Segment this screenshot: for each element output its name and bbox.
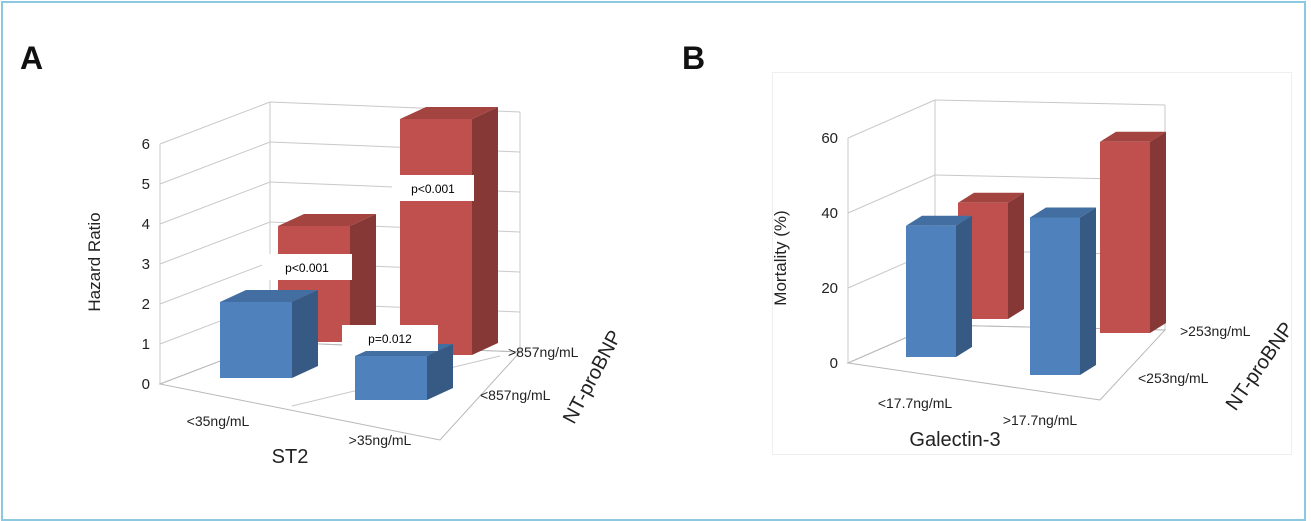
chart-b-bar-253ng-ml-17-7ng-ml-front — [1100, 141, 1150, 333]
chart-b-bar-253ng-ml-17-7ng-ml-side — [1150, 131, 1166, 333]
chart-b-y-axis-title: Mortality (%) — [771, 210, 790, 305]
chart-a-annotation-box — [392, 175, 474, 201]
chart-a-annotation-box — [342, 325, 438, 351]
chart-b-x-axis-title: Galectin-3 — [909, 429, 1000, 451]
chart-a-ytick-label: 3 — [142, 256, 150, 273]
chart-a-ytick-label: 5 — [142, 176, 150, 193]
chart-a-series-label: <857ng/mL — [480, 387, 551, 403]
chart-b-bar-253ng-ml-17-7ng-ml-side — [1008, 192, 1024, 319]
panel-a-label: A — [20, 40, 44, 76]
chart-a-bar-857ng-ml-35ng-ml-front — [400, 119, 472, 355]
chart-a-annotation: p<0.001 — [285, 261, 329, 275]
panel-b-label: B — [682, 40, 706, 76]
chart-a-gridline-side — [159, 221, 271, 265]
chart-b-ytick-label: 60 — [821, 130, 838, 147]
chart-a-bar-857ng-ml-35ng-ml-top — [400, 107, 498, 119]
chart-b-ytick-label: 40 — [821, 205, 838, 222]
chart-b-bar-253ng-ml-17-7ng-ml-front — [906, 225, 956, 357]
chart-a-category-label: >35ng/mL — [349, 432, 412, 448]
chart-b-series-label: >253ng/mL — [1180, 323, 1251, 339]
chart-a-bar-857ng-ml-35ng-ml-side — [350, 214, 376, 342]
chart-b-bar-253ng-ml-17-7ng-ml — [906, 215, 972, 357]
chart-b-floor — [846, 324, 1167, 401]
chart-b-category-label: >17.7ng/mL — [1003, 412, 1078, 428]
chart-a-bar-857ng-ml-35ng-ml-front — [220, 302, 292, 378]
chart-a-x-axis-title: ST2 — [272, 446, 309, 468]
chart-b-ytick-label: 20 — [821, 280, 838, 297]
chart-a-bar-857ng-ml-35ng-ml-top — [278, 214, 376, 226]
chart-b-bar-253ng-ml-17-7ng-ml-top — [1100, 131, 1166, 142]
chart-b-bar-253ng-ml-17-7ng-ml-top — [906, 215, 972, 226]
chart-b-category-label: <17.7ng/mL — [878, 395, 953, 411]
chart-a-annotation: p<0.001 — [411, 182, 455, 196]
chart-b-plot-area — [772, 72, 1292, 455]
chart-b-bar-253ng-ml-17-7ng-ml-top — [1030, 207, 1096, 218]
chart-a-bar-857ng-ml-35ng-ml-side — [427, 344, 453, 400]
chart-a-bar-857ng-ml-35ng-ml — [220, 290, 318, 378]
chart-b-gridline-side — [847, 174, 936, 214]
chart-b-series-label: <253ng/mL — [1138, 370, 1209, 386]
chart-a-ytick-label: 6 — [142, 136, 150, 153]
chart-b-bar-253ng-ml-17-7ng-ml — [1100, 131, 1166, 333]
chart-b-bar-253ng-ml-17-7ng-ml-side — [956, 215, 972, 357]
chart-b-bar-253ng-ml-17-7ng-ml — [1030, 207, 1096, 375]
chart-b-bar-253ng-ml-17-7ng-ml-front — [1030, 217, 1080, 375]
chart-a-bar-857ng-ml-35ng-ml — [400, 107, 498, 355]
chart-a-ytick-label: 4 — [142, 216, 150, 233]
chart-a-series-label: >857ng/mL — [508, 344, 579, 360]
chart-a-gridline-side — [159, 261, 271, 305]
chart-a-ytick-label: 1 — [142, 336, 150, 353]
chart-a-bar-857ng-ml-35ng-ml-side — [292, 290, 318, 378]
chart-a-annotation-box — [262, 254, 352, 280]
chart-b-gridline-side — [847, 99, 936, 139]
chart-a-category-label: <35ng/mL — [187, 413, 250, 429]
chart-a-gridline-side — [159, 101, 271, 145]
chart-a-y-axis-title: Hazard Ratio — [85, 212, 104, 311]
chart-a-ytick-label: 2 — [142, 296, 150, 313]
chart-b-bar-253ng-ml-17-7ng-ml-side — [1080, 207, 1096, 375]
chart-a-annotation: p=0.012 — [368, 332, 412, 346]
chart-b: 0 20 40 60 <17.7ng/mL >17.7ng/mL <253ng/mL >253… — [771, 99, 1298, 451]
chart-a: 0 1 2 3 4 5 6 <35ng/mL >35ng/mL <857ng/mL >857ng/m… — [85, 101, 626, 468]
chart-b-bar-253ng-ml-17-7ng-ml-top — [958, 192, 1024, 203]
chart-a-bar-857ng-ml-35ng-ml-side — [472, 107, 498, 355]
chart-a-bar-857ng-ml-35ng-ml-front — [355, 356, 427, 400]
chart-b-gridline-back — [934, 99, 1166, 106]
chart-a-gridline-side — [159, 181, 271, 225]
chart-a-bar-857ng-ml-35ng-ml-top — [220, 290, 318, 302]
chart-a-gridline-side — [159, 141, 271, 185]
chart-b-ytick-label: 0 — [830, 355, 838, 372]
chart-a-ytick-label: 0 — [142, 376, 150, 393]
